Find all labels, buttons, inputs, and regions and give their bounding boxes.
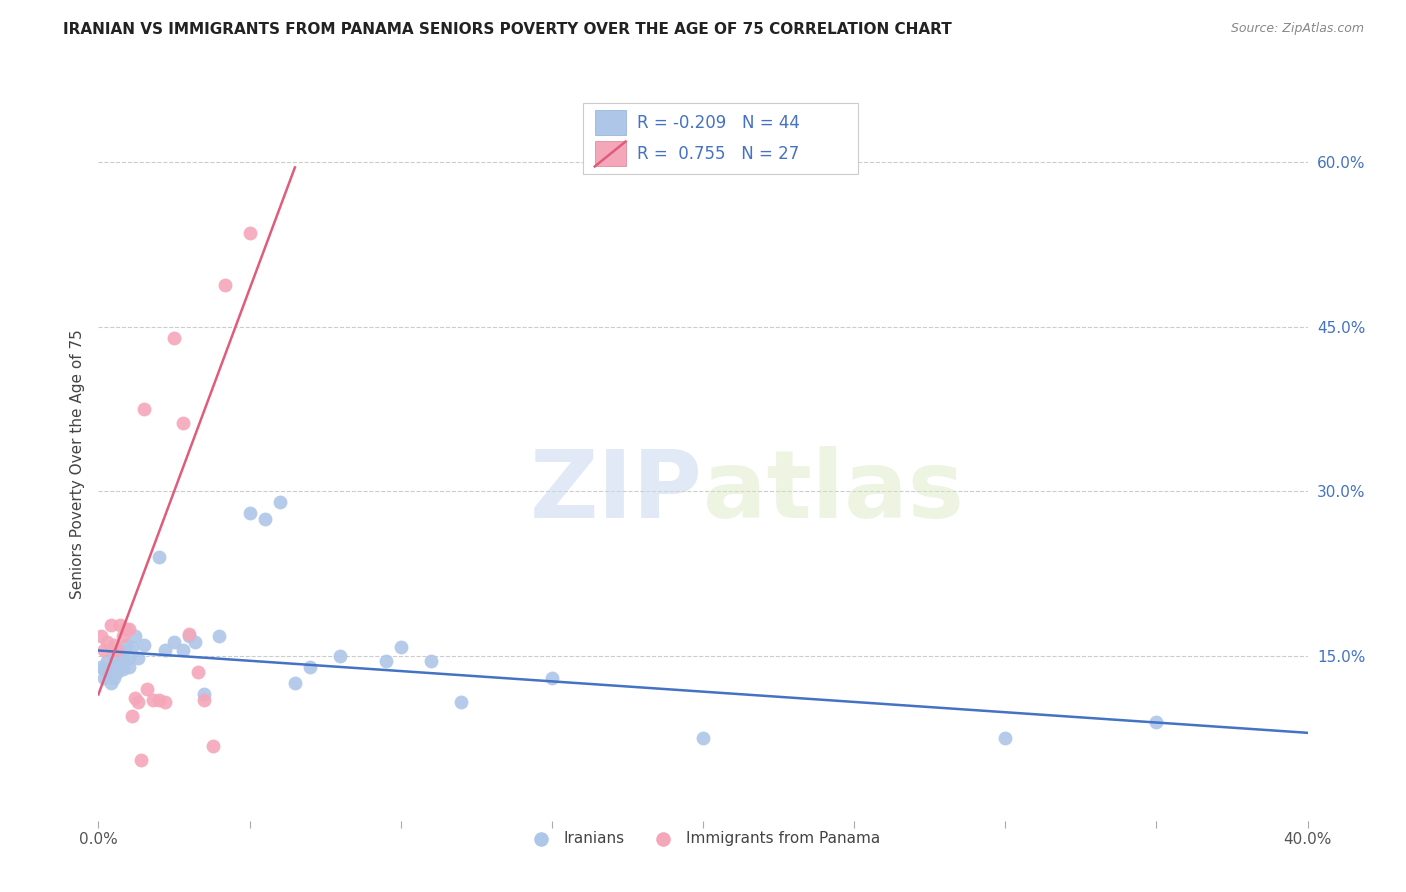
Point <box>692 731 714 746</box>
Point <box>132 401 155 416</box>
Point <box>93 662 115 676</box>
Point <box>108 618 131 632</box>
Point <box>96 655 118 669</box>
Text: IRANIAN VS IMMIGRANTS FROM PANAMA SENIORS POVERTY OVER THE AGE OF 75 CORRELATION: IRANIAN VS IMMIGRANTS FROM PANAMA SENIOR… <box>63 22 952 37</box>
Point <box>994 731 1017 746</box>
Point <box>172 643 194 657</box>
Point <box>103 648 125 663</box>
Point <box>96 634 118 648</box>
Point <box>129 753 152 767</box>
Point <box>269 495 291 509</box>
Point <box>105 643 128 657</box>
Point <box>299 660 322 674</box>
Point <box>135 681 157 696</box>
Point <box>127 651 149 665</box>
Point <box>179 627 201 641</box>
Point <box>100 662 122 676</box>
Point <box>93 671 115 685</box>
Point <box>105 665 128 680</box>
Text: R =  0.755   N = 27: R = 0.755 N = 27 <box>637 145 799 163</box>
Point <box>111 651 134 665</box>
Point <box>193 687 215 701</box>
Point <box>202 739 225 753</box>
Point <box>214 277 236 292</box>
Point <box>105 651 128 665</box>
Point <box>148 693 170 707</box>
Point <box>103 638 125 652</box>
Point <box>239 227 262 241</box>
Point <box>389 640 412 655</box>
Point <box>420 655 443 669</box>
Point <box>108 660 131 674</box>
Point <box>114 622 136 636</box>
Point <box>374 655 396 669</box>
Point <box>93 643 115 657</box>
Point <box>114 638 136 652</box>
Point <box>111 629 134 643</box>
Point <box>124 629 146 643</box>
Point <box>121 709 143 723</box>
Point <box>239 506 262 520</box>
Point <box>148 550 170 565</box>
Point <box>193 693 215 707</box>
Point <box>118 651 141 665</box>
Point <box>118 660 141 674</box>
Point <box>153 643 176 657</box>
Text: atlas: atlas <box>703 446 965 539</box>
Point <box>124 690 146 705</box>
Point <box>100 618 122 632</box>
Text: R = -0.209   N = 44: R = -0.209 N = 44 <box>637 113 800 131</box>
Point <box>253 512 276 526</box>
Point <box>1144 714 1167 729</box>
Point <box>132 638 155 652</box>
Point <box>450 695 472 709</box>
Point <box>208 629 231 643</box>
Point <box>172 416 194 430</box>
Point <box>163 634 186 648</box>
Point <box>184 634 207 648</box>
Point <box>284 676 307 690</box>
Point <box>127 695 149 709</box>
Point <box>153 695 176 709</box>
Point <box>103 671 125 685</box>
Point <box>108 643 131 657</box>
Y-axis label: Seniors Poverty Over the Age of 75: Seniors Poverty Over the Age of 75 <box>69 329 84 599</box>
Point <box>540 671 562 685</box>
Point <box>90 629 112 643</box>
Point <box>187 665 209 680</box>
Point <box>179 629 201 643</box>
Point <box>96 665 118 680</box>
Text: Source: ZipAtlas.com: Source: ZipAtlas.com <box>1230 22 1364 36</box>
Point <box>111 662 134 676</box>
Text: ZIP: ZIP <box>530 446 703 539</box>
Point <box>329 648 352 663</box>
Point <box>100 676 122 690</box>
Legend: Iranians, Immigrants from Panama: Iranians, Immigrants from Panama <box>520 825 886 852</box>
Point <box>118 622 141 636</box>
Point <box>121 640 143 655</box>
Point <box>90 660 112 674</box>
Point <box>163 330 186 344</box>
Point <box>142 693 165 707</box>
